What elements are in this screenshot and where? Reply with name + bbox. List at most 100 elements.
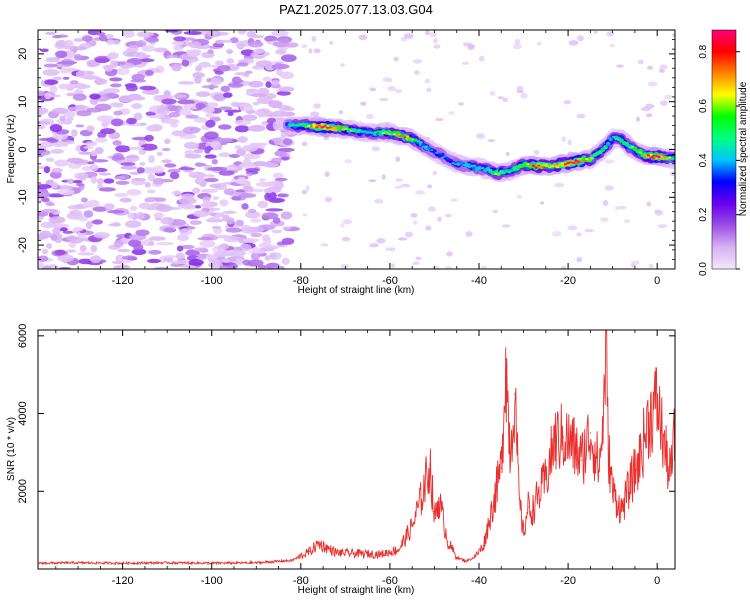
colorbar-step	[712, 117, 736, 121]
noise-blob	[78, 151, 95, 155]
noise-blob	[225, 227, 243, 233]
noise-blob	[567, 225, 578, 231]
ridge-cell	[491, 171, 495, 174]
noise-blob	[268, 100, 283, 109]
ridge-cell	[419, 141, 423, 144]
noise-blob	[101, 120, 109, 128]
noise-blob	[200, 188, 219, 193]
noise-blob	[55, 39, 67, 48]
noise-blob	[56, 185, 75, 190]
noise-blob	[98, 34, 108, 42]
noise-blob	[148, 155, 155, 163]
colorbar-step	[712, 85, 736, 89]
noise-blob	[229, 37, 239, 44]
noise-blob	[41, 248, 49, 255]
noise-blob	[301, 141, 308, 147]
noise-blob	[236, 62, 249, 67]
snr-point	[580, 459, 583, 461]
ridge-cell	[499, 170, 503, 173]
colorbar-step	[712, 91, 736, 95]
noise-blob	[279, 71, 294, 80]
noise-blob	[93, 232, 111, 239]
noise-blob	[400, 183, 411, 188]
ridge-cell	[339, 126, 343, 129]
noise-blob	[106, 39, 115, 46]
noise-blob	[563, 100, 572, 105]
noise-blob	[168, 111, 181, 118]
noise-blob	[425, 30, 430, 36]
colorbar-step	[712, 97, 736, 101]
noise-blob	[95, 137, 108, 143]
noise-blob	[397, 237, 408, 241]
ridge-cell	[301, 124, 306, 127]
snr-point	[607, 447, 609, 450]
colorbar-step	[712, 73, 736, 77]
noise-blob	[186, 50, 200, 58]
noise-blob	[214, 70, 224, 75]
noise-blob	[194, 75, 202, 84]
noise-blob	[135, 229, 150, 236]
noise-blob	[197, 237, 214, 241]
noise-blob	[576, 35, 584, 41]
noise-blob	[182, 126, 200, 134]
ridge-cell	[382, 132, 386, 135]
noise-blob	[271, 79, 280, 86]
ridge-cell	[400, 134, 405, 137]
noise-blob	[103, 178, 115, 184]
noise-blob	[492, 209, 499, 214]
noise-blob	[125, 154, 140, 163]
noise-blob	[131, 177, 146, 181]
noise-blob	[70, 129, 78, 137]
noise-blob	[210, 140, 222, 149]
colorbar-step	[712, 157, 736, 160]
noise-blob	[241, 57, 255, 64]
noise-blob	[77, 252, 95, 256]
colorbar-step	[712, 83, 736, 87]
colorbar-step	[712, 111, 736, 115]
noise-blob	[222, 210, 237, 214]
ridge-cell	[488, 168, 493, 171]
noise-blob	[520, 92, 528, 99]
noise-blob	[646, 201, 652, 207]
noise-blob	[153, 47, 168, 53]
noise-blob	[131, 73, 145, 82]
ridge-cell	[430, 149, 434, 152]
noise-blob	[193, 148, 204, 154]
noise-blob	[63, 110, 76, 118]
noise-blob	[164, 163, 177, 168]
noise-blob	[623, 219, 631, 224]
noise-blob	[129, 146, 145, 150]
colorbar-tick-label: 0.0	[698, 262, 709, 276]
noise-blob	[201, 85, 219, 89]
ridge-cell	[392, 133, 397, 136]
spectrogram-y-label: Frequency (Hz)	[6, 115, 17, 184]
noise-blob	[568, 40, 579, 46]
ridge-cell	[603, 146, 608, 149]
noise-blob	[647, 65, 653, 70]
noise-blob	[90, 150, 98, 157]
ridge-cell	[641, 154, 645, 157]
noise-blob	[173, 36, 186, 42]
noise-blob	[219, 243, 230, 250]
colorbar-step	[712, 191, 736, 194]
colorbar-step	[712, 109, 736, 113]
snr-point	[255, 562, 257, 564]
snr-point	[571, 444, 574, 446]
snr-panel: -120 -100 -80 -60 -40 -20 0 2000 4000 6000 Height…	[6, 324, 676, 596]
colorbar-step	[712, 241, 736, 244]
noise-blob	[228, 154, 241, 158]
noise-blob	[444, 265, 452, 269]
spectrogram-y-tick-label: 0	[17, 146, 29, 152]
noise-blob	[135, 211, 145, 220]
noise-blob	[109, 102, 122, 108]
noise-blob	[201, 107, 214, 113]
noise-blob	[62, 76, 70, 80]
colorbar-step	[712, 207, 736, 210]
ridge-cell	[595, 152, 600, 155]
colorbar-step	[712, 37, 736, 41]
noise-blob	[234, 125, 250, 133]
ridge-cell	[606, 142, 610, 145]
noise-blob	[213, 93, 227, 102]
colorbar-step	[712, 169, 736, 172]
snr-point	[77, 562, 79, 564]
